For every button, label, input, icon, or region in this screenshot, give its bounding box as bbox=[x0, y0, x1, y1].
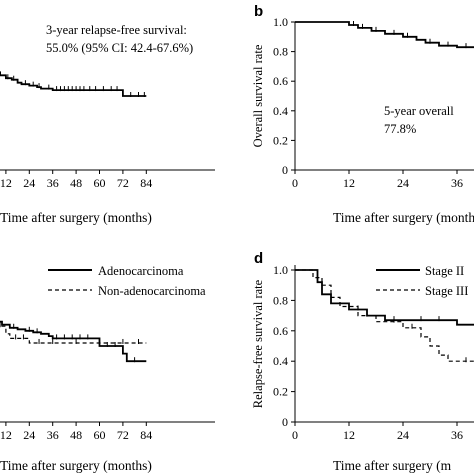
y-tick-label: 0.2 bbox=[273, 133, 288, 147]
y-tick-label: 1.0 bbox=[273, 15, 288, 29]
panel-b-y-ticks: 0 0.2 0.4 0.6 0.8 1.0 bbox=[273, 15, 295, 177]
x-tick-label: 24 bbox=[23, 176, 35, 190]
panel-a-x-ticks: 12 24 36 48 60 72 84 bbox=[0, 170, 152, 190]
x-tick-label: 72 bbox=[117, 428, 129, 442]
y-tick-label: 0.4 bbox=[273, 354, 288, 368]
x-tick-label: 24 bbox=[23, 428, 35, 442]
y-tick-label: 0.2 bbox=[273, 385, 288, 399]
y-tick-label: 0.6 bbox=[273, 74, 288, 88]
x-tick-label: 36 bbox=[451, 428, 463, 442]
panel-c-series bbox=[0, 320, 147, 363]
panel-b-annotation-line-1: 5-year overall bbox=[384, 104, 454, 118]
x-tick-label: 0 bbox=[292, 176, 298, 190]
panel-b-y-axis-label: Overall survival rate bbox=[251, 44, 265, 147]
panel-b: b 00.20.40.60.81.0 0122436486 Overall su… bbox=[251, 3, 474, 225]
panel-b-x-axis-label: Time after surgery (months) bbox=[333, 210, 474, 225]
panel-d: d 00.20.40.60.81.0 0122436486 Relapse-fr… bbox=[251, 250, 474, 473]
x-tick-label: 24 bbox=[397, 428, 409, 442]
y-tick-label: 0.8 bbox=[273, 293, 288, 307]
panel-a-x-axis-label: Time after surgery (months) bbox=[0, 210, 152, 225]
panel-d-x-axis-label: Time after surgery (m bbox=[333, 458, 452, 473]
x-tick-label: 36 bbox=[47, 176, 59, 190]
panel-c-legend: Adenocarcinoma Non-adenocarcinoma bbox=[48, 264, 206, 298]
x-tick-label: 48 bbox=[70, 428, 82, 442]
panel-b-letter: b bbox=[254, 3, 263, 20]
x-tick-label: 84 bbox=[140, 428, 152, 442]
panel-b-annotation-line-2: 77.8% bbox=[384, 122, 416, 136]
panel-d-y-axis-label: Relapse-free survival rate bbox=[251, 279, 265, 408]
panel-d-legend: Stage II Stage III bbox=[376, 264, 468, 298]
legend-label-stage-iii: Stage III bbox=[425, 284, 468, 298]
x-tick-label: 12 bbox=[0, 176, 12, 190]
series-line-stage-iii bbox=[295, 269, 474, 362]
y-tick-label: 0.8 bbox=[273, 45, 288, 59]
panel-a-annotation-line-2: 55.0% (95% CI: 42.4-67.6%) bbox=[46, 41, 193, 55]
panel-c-x-ticks: 12 24 36 48 60 72 84 bbox=[0, 422, 152, 442]
y-tick-label: 1.0 bbox=[273, 263, 288, 277]
x-tick-label: 36 bbox=[451, 176, 463, 190]
x-tick-label: 36 bbox=[47, 428, 59, 442]
x-tick-label: 48 bbox=[70, 176, 82, 190]
y-tick-label: 0.6 bbox=[273, 324, 288, 338]
x-tick-label: 12 bbox=[0, 428, 12, 442]
x-tick-label: 12 bbox=[343, 428, 355, 442]
series-line-survival bbox=[295, 21, 474, 49]
panel-a-series bbox=[0, 71, 147, 97]
panel-c-x-axis-label: Time after surgery (months) bbox=[0, 458, 152, 473]
panel-d-y-ticks: 0 0.2 0.4 0.6 0.8 1.0 bbox=[273, 263, 295, 429]
y-tick-label: 0 bbox=[282, 415, 288, 429]
panel-a: 12 24 36 48 60 72 84 3-year relapse-free survi… bbox=[0, 23, 215, 225]
x-tick-label: 12 bbox=[343, 176, 355, 190]
panel-a-annotation-line-1: 3-year relapse-free survival: bbox=[46, 23, 187, 37]
series-line-non-adenocarcinoma bbox=[0, 325, 147, 344]
legend-label-non-adenocarcinoma: Non-adenocarcinoma bbox=[98, 284, 206, 298]
panel-d-x-ticks: 0122436486 bbox=[292, 422, 463, 442]
panel-d-series bbox=[295, 269, 474, 363]
legend-label-stage-ii: Stage II bbox=[425, 264, 464, 278]
series-line-survival bbox=[0, 71, 147, 97]
panel-b-series bbox=[295, 20, 474, 49]
x-tick-label: 0 bbox=[292, 428, 298, 442]
y-tick-label: 0.4 bbox=[273, 104, 288, 118]
y-tick-label: 0 bbox=[282, 163, 288, 177]
x-tick-label: 60 bbox=[94, 428, 106, 442]
legend-label-adenocarcinoma: Adenocarcinoma bbox=[98, 264, 184, 278]
x-tick-label: 84 bbox=[140, 176, 152, 190]
x-tick-label: 60 bbox=[94, 176, 106, 190]
series-line-adenocarcinoma bbox=[0, 320, 147, 363]
panel-d-letter: d bbox=[254, 250, 263, 267]
x-tick-label: 24 bbox=[397, 176, 409, 190]
panel-c: 12 24 36 48 60 72 84 Adenocarcinoma Non-adenoc… bbox=[0, 264, 215, 473]
x-tick-label: 72 bbox=[117, 176, 129, 190]
panel-b-x-ticks: 0122436486 bbox=[292, 170, 463, 190]
